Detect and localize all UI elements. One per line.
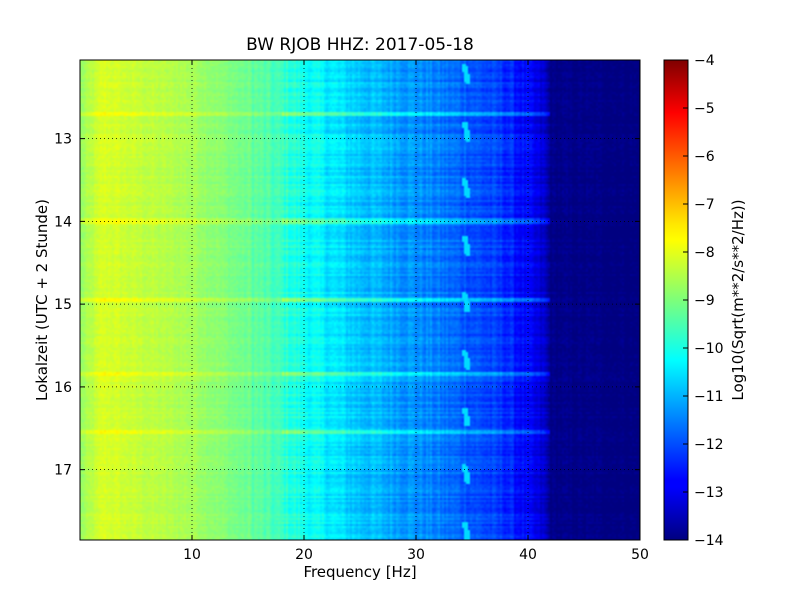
colorbar-tick-label: −12 [694, 437, 724, 453]
colorbar-tick-label: −10 [694, 341, 724, 357]
colorbar-tick-label: −14 [694, 533, 724, 549]
colorbar-tick-label: −13 [694, 485, 724, 501]
y-tick-label: 15 [54, 297, 72, 313]
x-tick-label: 40 [519, 547, 537, 563]
colorbar-tick-label: −7 [694, 197, 715, 213]
chart-title: BW RJOB HHZ: 2017-05-18 [246, 35, 474, 55]
colorbar-tick-label: −6 [694, 149, 715, 165]
colorbar-tick-label: −8 [694, 245, 715, 261]
spectrogram-heatmap [80, 60, 640, 540]
y-axis-label: Lokalzeit (UTC + 2 Stunde) [33, 199, 51, 401]
x-axis: 10 20 30 40 50 [183, 60, 649, 563]
colorbar-tick-label: −11 [694, 389, 724, 405]
y-axis: 13 14 15 16 17 [54, 132, 640, 479]
x-tick-label: 30 [407, 547, 425, 563]
colorbar-tick-label: −9 [694, 293, 715, 309]
x-tick-label: 10 [183, 547, 201, 563]
y-tick-label: 17 [54, 463, 72, 479]
colorbar-tick-label: −5 [694, 101, 715, 117]
colorbar-label: Log10(Sqrt(m**2/s**2/Hz)) [729, 199, 747, 400]
x-tick-label: 20 [295, 547, 313, 563]
colorbar-ticks: −4 −5 −6 −7 −8 −9 −10 −11 −12 −13 −14 [683, 53, 724, 549]
y-tick-label: 16 [54, 380, 72, 396]
colorbar-tick-label: −4 [694, 53, 715, 69]
y-tick-label: 14 [54, 214, 72, 230]
x-axis-label: Frequency [Hz] [303, 563, 416, 581]
x-tick-label: 50 [631, 547, 649, 563]
plot-frame [79, 59, 641, 541]
y-tick-label: 13 [54, 132, 72, 148]
grid-lines [80, 60, 640, 540]
